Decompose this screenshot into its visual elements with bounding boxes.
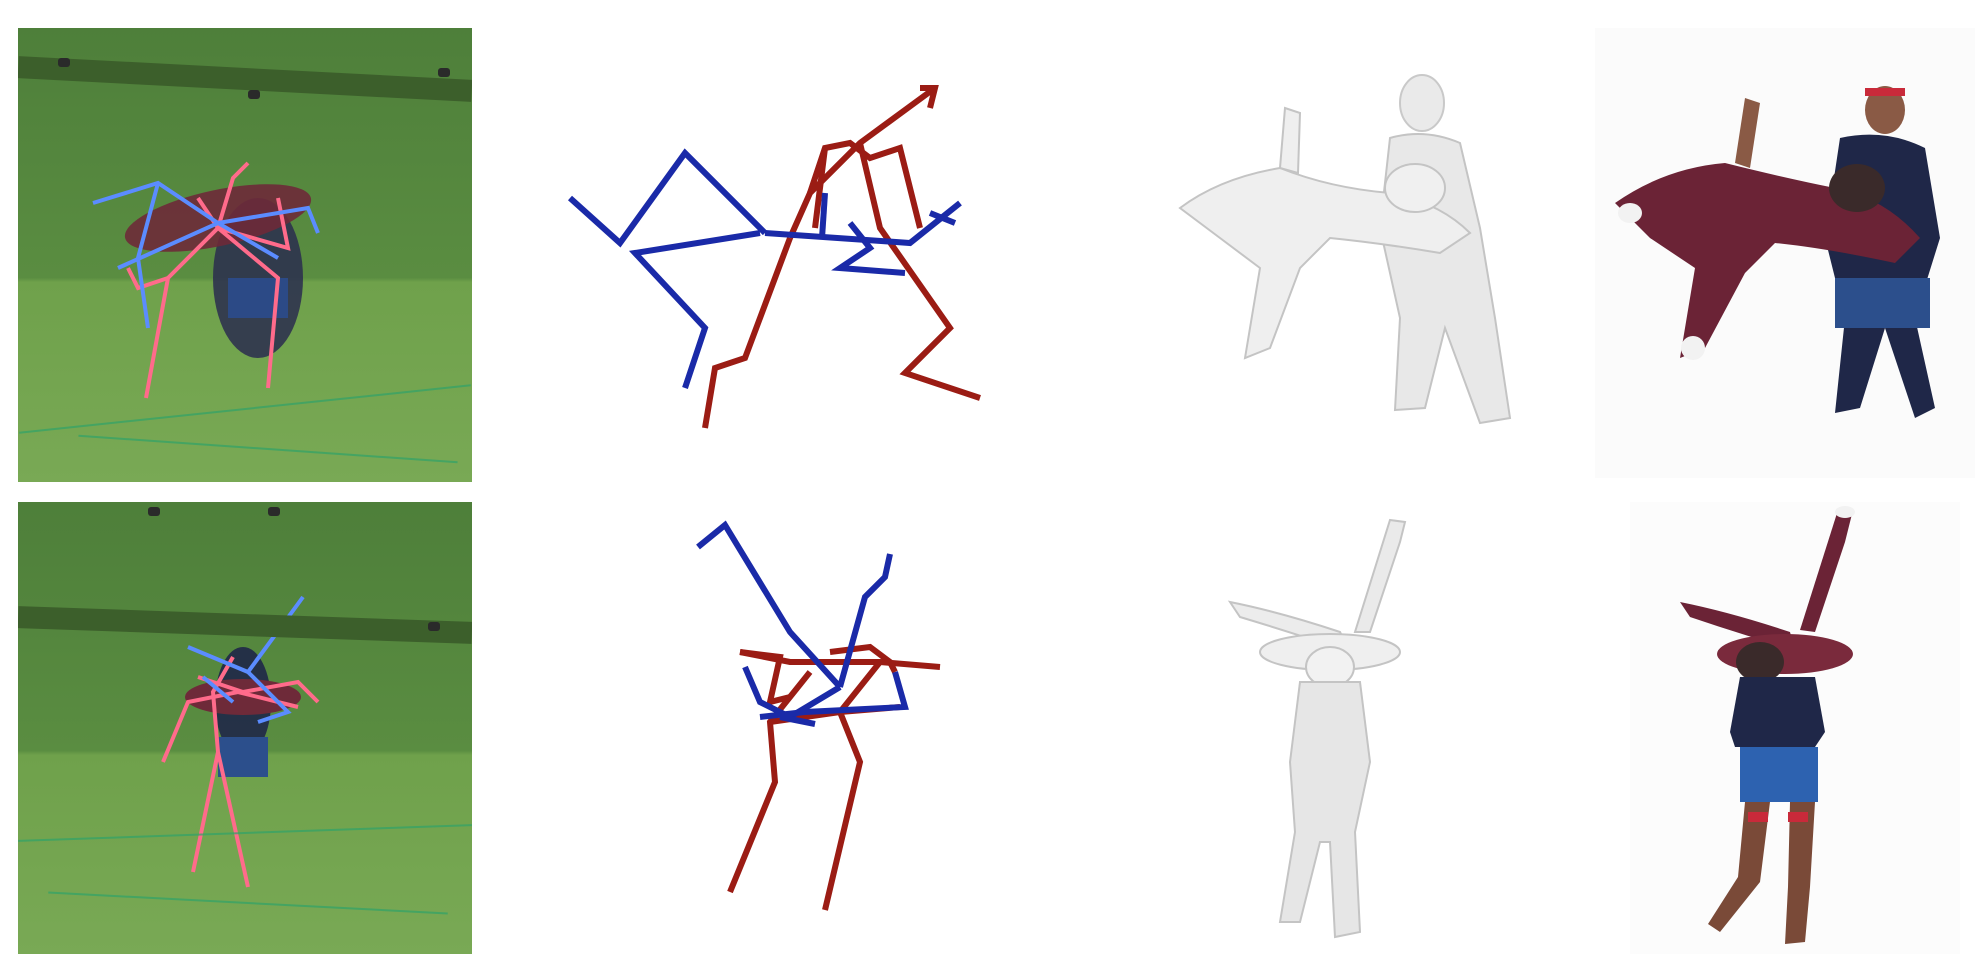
untextured-mesh-1 — [1160, 28, 1540, 448]
camera-icon — [438, 68, 450, 77]
camera-icon — [268, 507, 280, 516]
2d-pose-overlay — [161, 595, 320, 888]
camera-icon — [428, 622, 440, 631]
green-screen-capture-photo-2 — [18, 502, 472, 954]
3d-skeleton-2 — [680, 502, 970, 922]
camera-icon — [58, 58, 70, 67]
3d-skeleton-1 — [560, 28, 1000, 448]
green-screen-capture-photo-1 — [18, 28, 472, 482]
textured-mesh-1 — [1595, 28, 1975, 478]
2d-pose-overlay — [92, 161, 320, 399]
camera-icon — [148, 507, 160, 516]
camera-icon — [248, 90, 260, 99]
untextured-mesh-2 — [1220, 502, 1460, 952]
textured-mesh-2 — [1630, 502, 1960, 954]
